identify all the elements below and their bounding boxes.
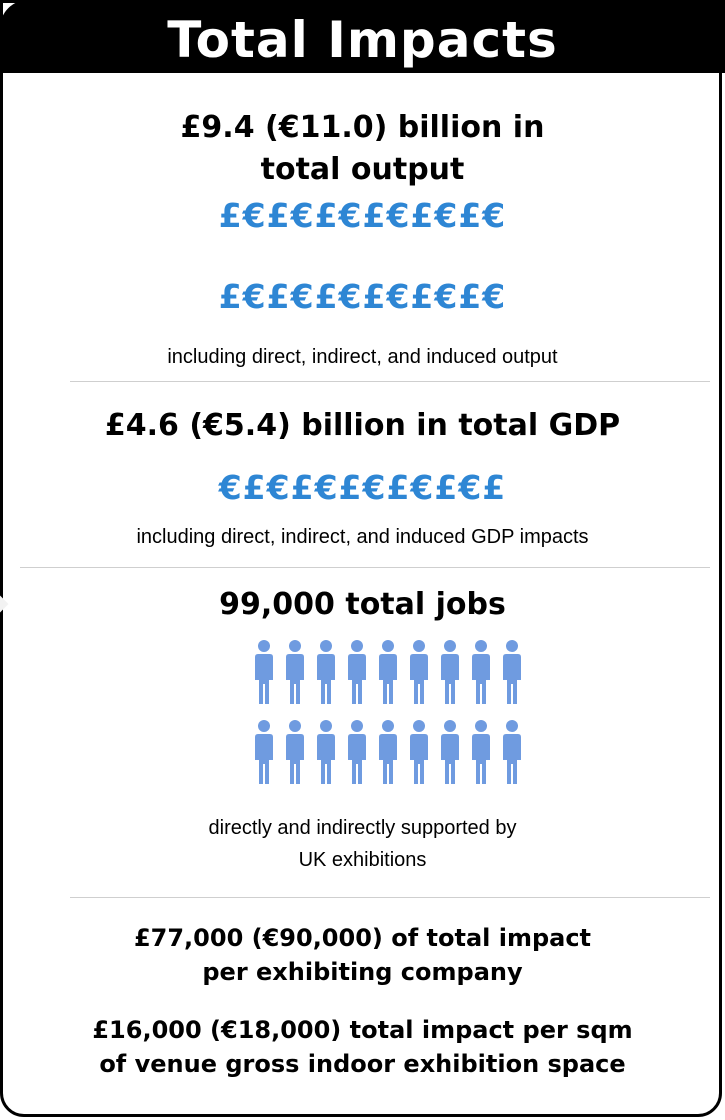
page-title: Total Impacts [167,11,558,69]
per-sqm-line2: of venue gross indoor exhibition space [99,1050,626,1078]
per-company-line2: per exhibiting company [202,958,523,986]
person-icon [317,640,335,704]
person-icon [255,640,273,704]
divider [70,897,710,898]
person-icon [286,720,304,784]
header-bar [0,0,725,73]
person-icon [441,640,459,704]
output-headline-line1: £9.4 (€11.0) billion in [180,110,545,145]
gdp-currency-symbols: €£€£€£€£€£€£ [218,468,507,507]
person-icon [348,720,366,784]
gdp-headline: £4.6 (€5.4) billion in total GDP [104,408,621,443]
output-currency-symbols-1: £€£€£€£€£€£€ [218,196,507,235]
person-icon [379,720,397,784]
person-icon [410,720,428,784]
output-description: including direct, indirect, and induced … [167,346,558,368]
person-icon [255,720,273,784]
person-icon [379,640,397,704]
person-icon-row [253,640,523,704]
divider [70,381,710,382]
jobs-description-line1: directly and indirectly supported by [208,817,517,839]
person-icon [348,640,366,704]
per-sqm-line1: £16,000 (€18,000) total impact per sqm [92,1016,633,1044]
output-currency-symbols-2: £€£€£€£€£€£€ [218,277,507,316]
jobs-description-line2: UK exhibitions [298,849,427,871]
per-company-line1: £77,000 (€90,000) of total impact [133,924,592,952]
person-icon [410,640,428,704]
jobs-headline: 99,000 total jobs [219,587,506,622]
person-icon [503,640,521,704]
person-icon [472,720,490,784]
person-icon-row [253,720,523,784]
divider [20,567,710,568]
person-icon [286,640,304,704]
person-icon [503,720,521,784]
gdp-description: including direct, indirect, and induced … [136,526,589,548]
person-icon [317,720,335,784]
person-icon [472,640,490,704]
output-headline-line2: total output [260,152,465,187]
person-icon [441,720,459,784]
